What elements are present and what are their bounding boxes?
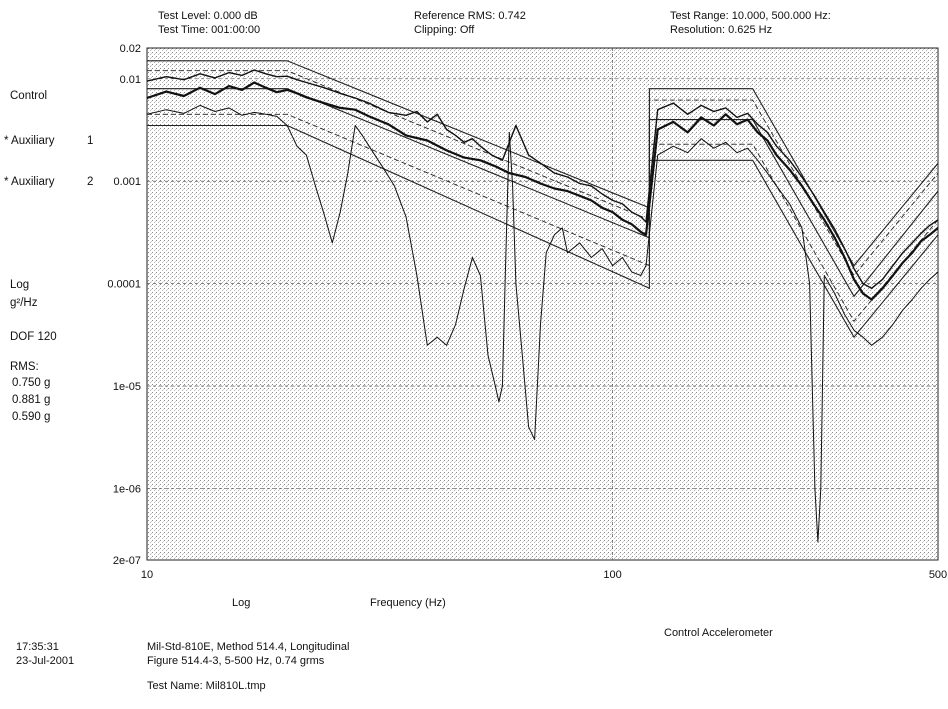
legend-rms-label: RMS: [10,361,39,373]
profile-line-reference [147,88,938,298]
footer-description-1: Mil-Std-810E, Method 514.4, Longitudinal [147,641,350,653]
legend-rms-control: 0.750 g [12,377,51,389]
profile-line-abort-upper [147,60,938,267]
reference-rms: Reference RMS: 0.742 [414,10,526,22]
y-tick-label: 2e-07 [113,555,141,567]
test-range: Test Range: 10.000, 500.000 Hz: [670,10,831,22]
x-axis-label: Frequency (Hz) [370,597,446,609]
legend-rms-aux1: 0.881 g [12,394,51,406]
legend-control: Control [10,90,48,102]
resolution: Resolution: 0.625 Hz [670,24,773,36]
x-tick-label: 10 [141,569,153,581]
y-tick-label: 0.02 [120,43,141,55]
grid-lines [147,48,938,560]
x-tick-label: 100 [603,569,621,581]
legend-aux2-label: * Auxiliary [4,176,55,188]
y-tick-label: 0.01 [120,74,141,86]
x-scale-label: Log [232,597,250,609]
series-auxiliary-1 [147,69,938,289]
legend-aux1-label: * Auxiliary [4,135,55,147]
series-control [147,81,938,301]
x-tick-label: 500 [929,569,947,581]
test-level: Test Level: 0.000 dB [158,10,258,22]
y-tick-label: 1e-05 [113,381,141,393]
legend-units: g²/Hz [10,297,38,309]
footer-time: 17:35:31 [16,641,59,653]
test-time: Test Time: 001:00:00 [158,24,261,36]
legend-rms-aux2: 0.590 g [12,411,51,423]
series-layer [147,60,938,543]
footer-date: 23-Jul-2001 [16,655,75,667]
y-tick-label: 0.0001 [107,279,141,291]
legend-dof: DOF 120 [10,331,57,343]
y-tick-label: 1e-06 [113,483,141,495]
series-auxiliary-2 [147,104,938,543]
legend-log: Log [10,279,30,291]
profile-line-alarm-lower [147,113,938,322]
footer-test-name: Test Name: Mil810L.tmp [147,680,266,692]
legend-aux2-num: 2 [87,176,94,188]
footer-channel: Control Accelerometer [664,627,773,639]
y-tick-label: 0.001 [113,176,141,188]
footer-description-2: Figure 514.4-3, 5-500 Hz, 0.74 grms [147,655,325,667]
legend-aux1-num: 1 [87,135,94,147]
profile-line-alarm-upper [147,70,938,277]
clipping-status: Clipping: Off [414,24,475,36]
